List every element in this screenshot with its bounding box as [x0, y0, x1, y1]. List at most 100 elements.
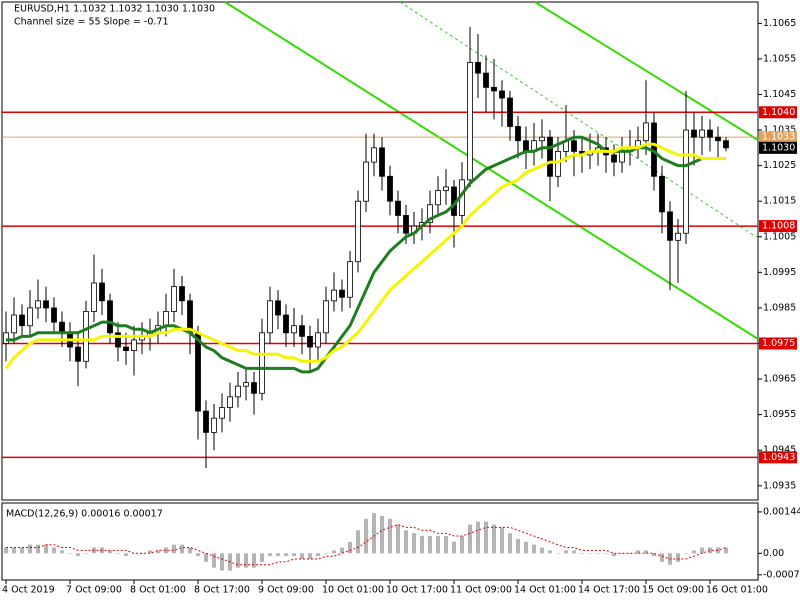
candle-body [243, 382, 249, 387]
candle-body [83, 311, 89, 362]
macd-bar [716, 547, 720, 554]
macd-bar [436, 536, 440, 554]
candle-body [35, 300, 41, 309]
candle-body [115, 332, 121, 348]
x-tick-label: 9 Oct 09:00 [258, 585, 314, 596]
candle-body [291, 325, 297, 334]
candle-body [387, 175, 393, 202]
x-tick-label: 8 Oct 01:00 [130, 585, 186, 596]
macd-bar [276, 553, 280, 557]
macd-bar [644, 550, 648, 554]
candle-body [219, 407, 225, 419]
x-tick-label: 11 Oct 09:00 [450, 585, 512, 596]
y-tick-label: 1.0935 [763, 480, 796, 491]
candle-body [203, 410, 209, 433]
macd-bar [692, 550, 696, 554]
macd-pane [1, 502, 759, 581]
macd-bar [124, 553, 128, 557]
candle-body [235, 385, 241, 398]
candle-body [275, 300, 281, 316]
candle-body [259, 332, 265, 394]
macd-bar [292, 553, 296, 557]
candle-body [75, 346, 81, 362]
macd-bar [508, 533, 512, 554]
macd-bar [476, 521, 480, 554]
candle-body [675, 232, 681, 241]
chart-title: EURUSD,H1 1.1032 1.1032 1.1030 1.1030 [14, 4, 215, 15]
macd-bar [244, 553, 248, 568]
macd-bar [108, 550, 112, 554]
macd-bar [388, 518, 392, 554]
candle-body [371, 147, 377, 163]
macd-bar [116, 553, 120, 554]
macd-bar [652, 553, 656, 557]
y-tick-label: 1.1025 [763, 160, 796, 171]
candle-body [315, 332, 321, 348]
channel-line [224, 1, 759, 340]
candle-body [483, 72, 489, 88]
macd-bar [500, 527, 504, 554]
y-tick-label: 0.00144 [763, 506, 800, 517]
candle-body [211, 417, 217, 433]
macd-bar [20, 547, 24, 554]
macd-bar [324, 553, 328, 554]
level-box [759, 451, 797, 464]
candle-body [267, 300, 273, 334]
macd-bar [284, 553, 288, 557]
macd-bar [564, 550, 568, 554]
macd-bar [524, 541, 528, 554]
candle-body [91, 282, 97, 312]
candle-body [691, 129, 697, 138]
candle-body [123, 346, 129, 351]
macd-bar [460, 536, 464, 554]
macd-bar [468, 524, 472, 554]
candle-body [27, 307, 33, 327]
y-tick-label: 1.1065 [763, 18, 796, 29]
candle-body [539, 136, 545, 142]
x-tick-label: 16 Oct 01:00 [706, 585, 768, 596]
macd-bar [604, 553, 608, 554]
macd-bar [316, 553, 320, 557]
macd-bar [548, 550, 552, 554]
candle-body [339, 289, 345, 298]
candle-body [475, 62, 481, 74]
candle-body [507, 97, 513, 127]
macd-bar [412, 533, 416, 554]
y-tick-label: 0.00 [763, 548, 784, 559]
macd-bar [708, 547, 712, 554]
macd-bar [172, 544, 176, 554]
x-tick-label: 8 Oct 17:00 [194, 585, 250, 596]
macd-bar [380, 515, 384, 554]
macd-bar [212, 553, 216, 568]
candle-body [227, 396, 233, 408]
macd-bar [204, 553, 208, 562]
x-tick-label: 14 Oct 17:00 [578, 585, 640, 596]
candle-body [283, 314, 289, 334]
candle-body [163, 311, 169, 327]
candle-body [355, 200, 361, 263]
macd-bar [148, 550, 152, 554]
macd-bar [36, 544, 40, 554]
bid-label: 1.1030 [762, 142, 795, 153]
y-tick-label: 1.0955 [763, 409, 796, 420]
macd-bar [596, 553, 600, 554]
macd-bar [372, 513, 376, 554]
candle-body [171, 286, 177, 312]
level-box [759, 337, 797, 350]
y-tick-label: 1.1015 [763, 196, 796, 207]
moving-average [4, 142, 726, 370]
macd-bar [684, 553, 688, 554]
candle-body [43, 300, 49, 309]
channel [224, 1, 759, 340]
candle-body [51, 307, 57, 323]
candle-body [307, 335, 313, 348]
macd-bar [156, 550, 160, 554]
candle-body [683, 129, 689, 234]
candle-body [715, 136, 721, 142]
x-tick-label: 7 Oct 09:00 [66, 585, 122, 596]
candle-body [723, 140, 729, 149]
ask-label: 1.1033 [762, 132, 795, 143]
candle-body [99, 282, 105, 302]
macd-bar [700, 547, 704, 554]
candle-body [491, 86, 497, 92]
